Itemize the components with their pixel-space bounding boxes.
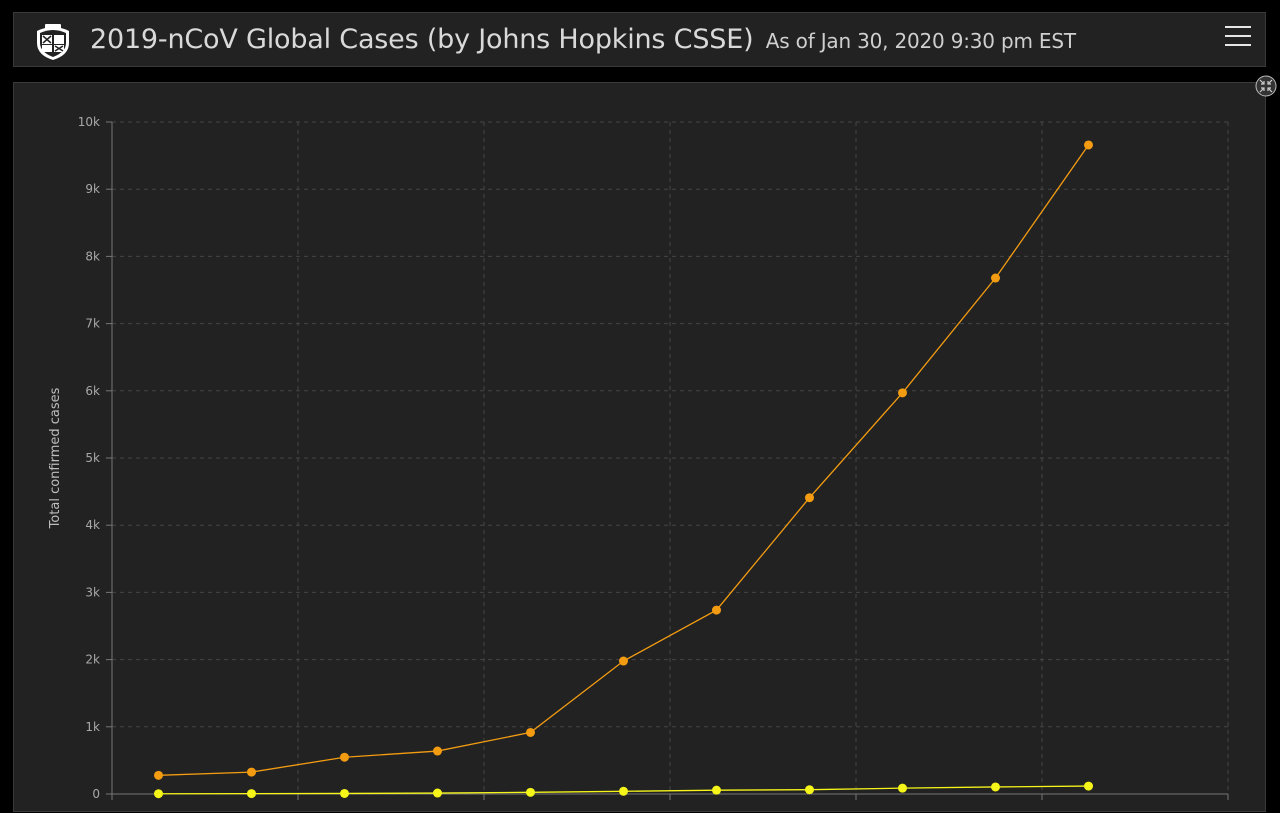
y-tick-label: 10k [78,115,100,129]
series-1-point [154,770,163,780]
y-tick-label: 6k [85,384,100,398]
series-2-point [619,786,628,796]
y-tick-label: 2k [85,653,100,667]
series-1-point [991,273,1000,283]
series-2-point [805,785,814,795]
y-tick-label: 5k [85,451,100,465]
series-2-point [247,789,256,799]
chart-panel: 0 1k 2k 3k 4k 5k 6k 7k 8k 9k 10k Total confirmed ca… [13,82,1266,812]
page-title: 2019-nCoV Global Cases (by Johns Hopkins… [90,23,1076,58]
series-1-point [898,388,907,398]
y-tick-label: 3k [85,585,100,599]
y-axis-label: Total confirmed cases [48,387,63,529]
y-tick-label: 9k [85,182,100,196]
y-tick-label: 4k [85,518,100,532]
title-text: 2019-nCoV Global Cases (by Johns Hopkins… [90,24,754,55]
series-2-point [1084,781,1093,791]
series-2-point [526,787,535,797]
series-2-point [154,789,163,799]
series-2-point [898,783,907,793]
y-tick-label: 0 [92,787,100,801]
total-confirmed-line-chart: 0 1k 2k 3k 4k 5k 6k 7k 8k 9k 10k Total confirmed ca… [48,115,1229,801]
series-1-point [433,746,442,756]
series-1-point [340,752,349,762]
series-2-point [433,788,442,798]
series-2-point [991,782,1000,792]
y-tick-label: 1k [85,720,100,734]
university-shield-icon [37,24,69,60]
series-1-point [526,727,535,737]
app-header: 2019-nCoV Global Cases (by Johns Hopkins… [13,12,1266,67]
series-2-point [340,788,349,798]
series-1-point [1084,140,1093,150]
series-2-point [712,785,721,795]
series-1-point [712,605,721,615]
y-tick-label: 7k [85,317,100,331]
series-1-point [619,656,628,666]
series-1-point [247,767,256,777]
y-tick-label: 8k [85,249,100,263]
series-1-point [805,493,814,503]
hamburger-menu-icon[interactable] [1225,26,1251,50]
collapse-arrows-icon[interactable] [1255,75,1277,97]
as-of-timestamp: As of Jan 30, 2020 9:30 pm EST [765,29,1076,53]
